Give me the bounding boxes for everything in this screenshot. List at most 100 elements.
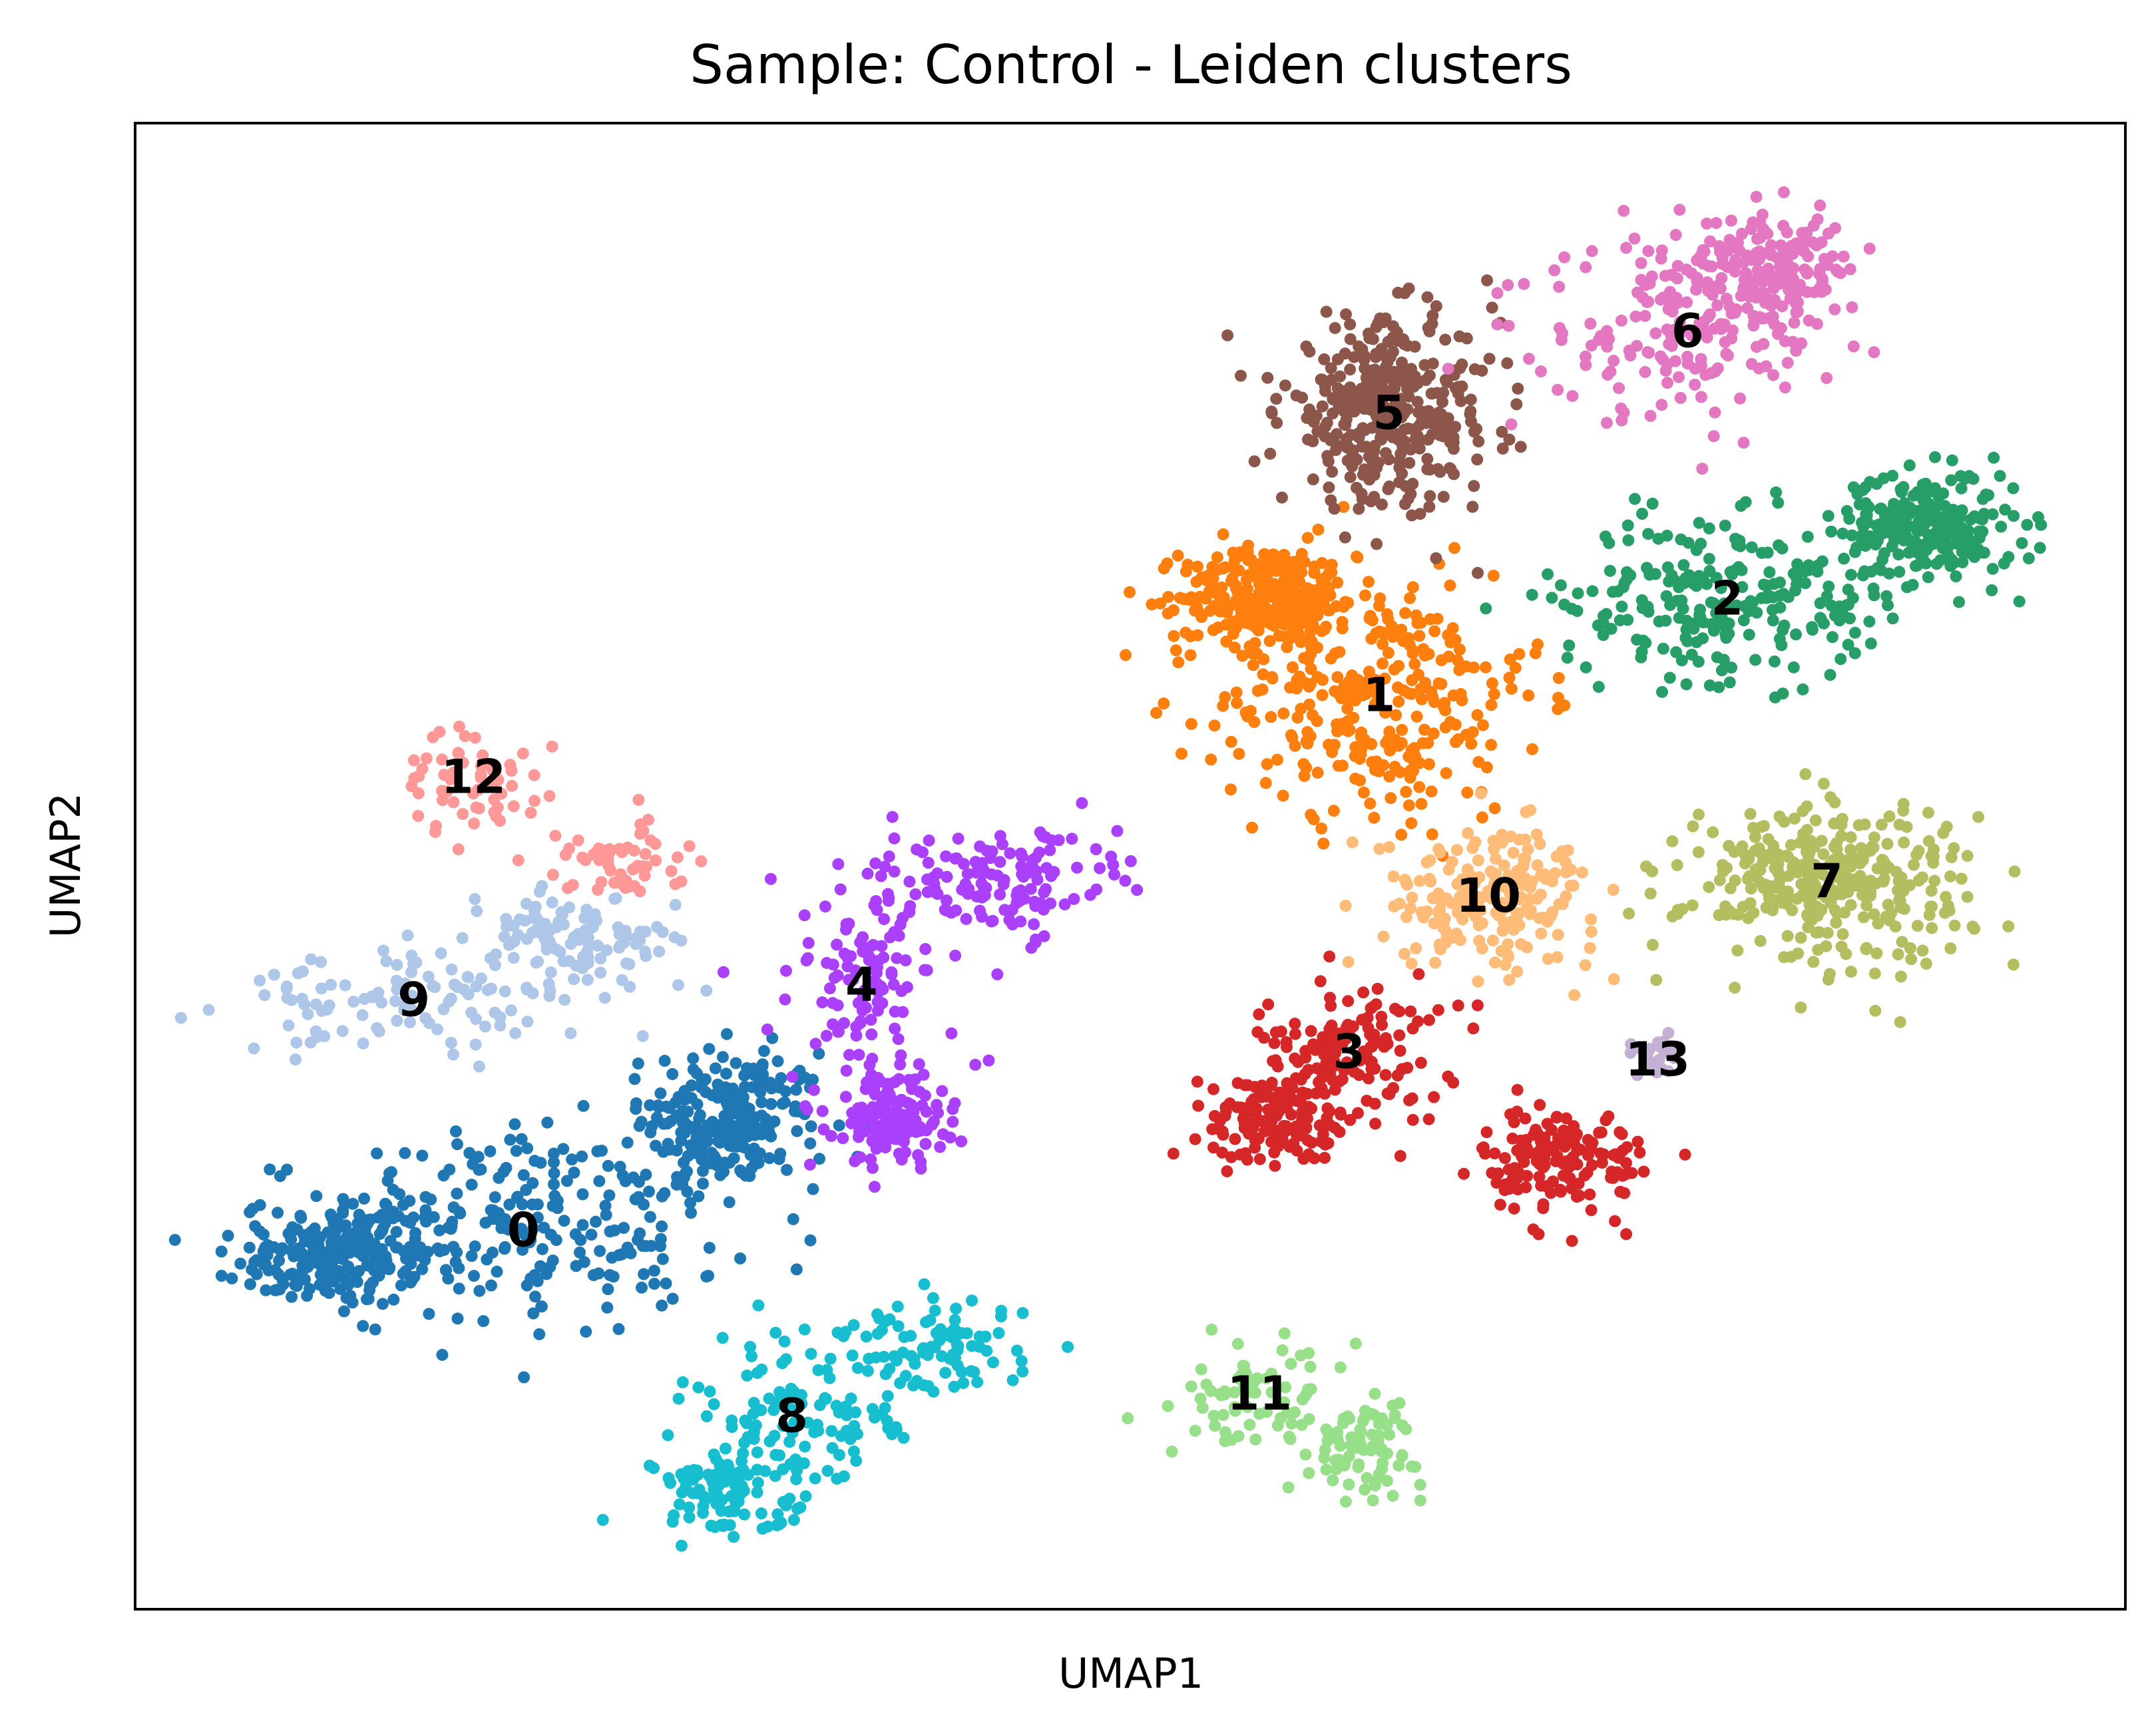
point: [345, 1268, 357, 1280]
point: [1616, 600, 1628, 613]
point: [1717, 865, 1729, 878]
point: [763, 1079, 776, 1091]
point: [1512, 1183, 1524, 1196]
point: [1396, 356, 1408, 369]
point: [1367, 1440, 1379, 1452]
point: [1486, 301, 1498, 314]
point: [903, 875, 916, 888]
point: [1203, 585, 1215, 598]
point: [590, 845, 603, 858]
point: [1376, 1412, 1388, 1425]
point: [608, 892, 621, 905]
point: [860, 1330, 873, 1343]
point: [1303, 1413, 1315, 1426]
point: [1395, 373, 1407, 385]
point: [1225, 575, 1237, 588]
point: [1825, 600, 1838, 612]
point: [1423, 500, 1436, 513]
point: [1720, 908, 1732, 921]
point: [1945, 474, 1958, 486]
point: [1650, 1063, 1662, 1075]
point: [812, 1364, 825, 1376]
point: [1775, 639, 1788, 652]
point: [1741, 302, 1754, 314]
point: [1216, 1146, 1229, 1159]
point: [945, 1027, 958, 1040]
point: [1373, 626, 1386, 638]
point: [1413, 757, 1426, 769]
point: [1585, 1204, 1598, 1217]
point: [1799, 577, 1812, 590]
point: [1863, 615, 1876, 628]
point: [1399, 948, 1410, 960]
point: [1439, 333, 1452, 346]
point: [720, 1028, 733, 1040]
point: [1491, 318, 1504, 331]
point: [875, 870, 887, 882]
point: [1538, 1131, 1551, 1144]
cluster-label-12: 12: [441, 750, 506, 805]
point: [819, 1392, 832, 1405]
point: [465, 1006, 477, 1019]
point: [289, 1054, 302, 1065]
point: [1347, 711, 1360, 724]
point: [1490, 906, 1502, 919]
point: [1219, 1109, 1231, 1122]
point: [750, 1419, 762, 1432]
point: [1486, 677, 1498, 689]
point: [1926, 922, 1938, 934]
point: [1919, 510, 1932, 523]
point: [672, 1392, 685, 1405]
point: [922, 857, 935, 869]
point: [1702, 284, 1715, 297]
point: [681, 1185, 694, 1198]
point: [901, 981, 913, 994]
point: [746, 1350, 757, 1362]
point: [795, 1398, 808, 1410]
point: [669, 898, 682, 911]
point: [941, 894, 953, 906]
point: [442, 1221, 455, 1234]
point: [1772, 252, 1785, 265]
point: [1392, 286, 1404, 299]
point: [334, 1270, 347, 1283]
point: [991, 869, 1004, 882]
point: [1715, 317, 1727, 330]
point: [1404, 488, 1417, 500]
point: [563, 843, 575, 855]
point: [1400, 785, 1412, 798]
point: [1436, 396, 1448, 408]
point: [1754, 934, 1767, 947]
point: [1765, 239, 1777, 252]
point: [509, 1118, 521, 1131]
point: [845, 1117, 857, 1129]
point: [994, 856, 1006, 868]
point: [1323, 604, 1336, 616]
point: [590, 1215, 602, 1228]
point: [1038, 930, 1050, 942]
point: [1435, 654, 1448, 666]
point: [1950, 570, 1962, 582]
point: [761, 1024, 773, 1036]
point: [756, 1523, 769, 1535]
point: [1282, 1481, 1295, 1493]
point: [1978, 546, 1990, 559]
point: [262, 1264, 275, 1276]
point: [1646, 497, 1659, 510]
point: [1191, 560, 1203, 573]
point: [539, 918, 551, 930]
point: [503, 1199, 516, 1211]
point: [1387, 1081, 1400, 1094]
point: [1680, 624, 1693, 636]
point: [339, 979, 351, 992]
point: [369, 1323, 381, 1336]
point: [302, 1008, 314, 1020]
point: [473, 1284, 486, 1297]
point: [1602, 368, 1614, 381]
point: [823, 982, 836, 995]
point: [577, 1099, 590, 1112]
point: [281, 1163, 294, 1176]
point: [463, 1147, 476, 1159]
point: [1421, 412, 1434, 425]
point: [1189, 1133, 1201, 1145]
